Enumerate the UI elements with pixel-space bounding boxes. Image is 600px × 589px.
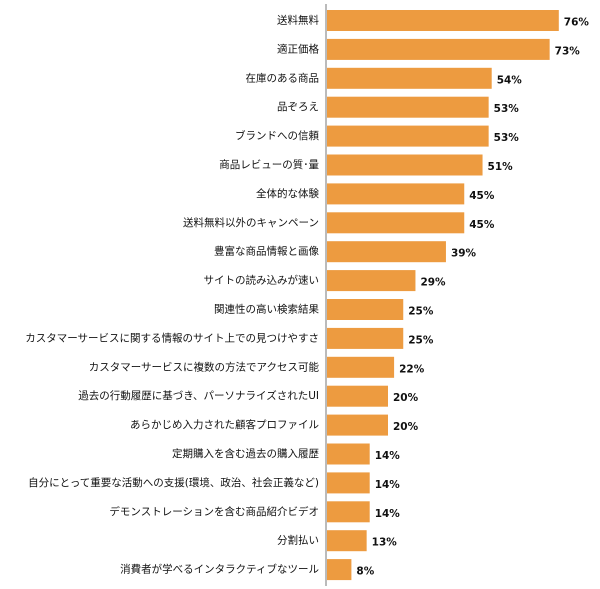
category-label: 定期購入を含む過去の購入履歴 [172,447,319,460]
category-label: 消費者が学べるインタラクティブなツール [120,563,319,576]
category-label: 商品レビューの質･量 [219,158,319,171]
category-label: 品ぞろえ [277,101,319,113]
bar [327,472,370,494]
value-label: 29% [420,277,446,289]
value-label: 8% [356,566,374,578]
category-label: 豊富な商品情報と画像 [214,245,319,258]
bar [327,154,483,176]
category-label: あらかじめ入力された顧客プロファイル [130,418,319,431]
value-labels-group: 76% 73% 54% 53% 53% 51% 45% 45% 39% 29% 25% 25% 22% 2… [356,17,589,578]
category-label: 関連性の高い検索結果 [214,303,319,316]
category-label: カスタマーサービスに複数の方法でアクセス可能 [89,360,320,373]
bar [327,385,388,407]
value-label: 54% [497,74,523,86]
category-label: 全体的な体験 [256,187,319,200]
bar [327,67,492,89]
category-label: サイトの読み込みが速い [204,274,320,287]
bar [327,270,416,292]
bar [327,356,395,378]
category-label: 在庫のある商品 [246,71,320,84]
bar [327,125,489,147]
bar [327,559,352,581]
category-label: 分割払い [277,534,319,547]
bar [327,299,404,320]
bar [327,501,370,523]
bar [327,38,550,60]
bar [327,327,404,349]
value-label: 76% [564,17,590,29]
category-label: 自分にとって重要な活動への支援(環境、政治、社会正義など) [28,476,319,489]
bar [327,530,367,552]
bar [327,183,465,205]
bar [327,96,489,118]
category-label: 送料無料 [277,14,319,27]
category-label: カスタマーサービスに関する情報のサイト上での見つけやすさ [25,331,319,344]
value-label: 45% [469,190,495,202]
value-label: 39% [451,248,477,260]
bar [327,241,446,263]
bar [327,10,559,31]
value-label: 25% [408,306,434,318]
value-label: 14% [375,450,401,462]
bar [327,414,388,436]
category-label: デモンストレーションを含む商品紹介ビデオ [109,505,319,518]
value-label: 45% [469,219,495,231]
value-label: 14% [375,479,401,491]
bar [327,443,370,465]
category-label: 過去の行動履歴に基づき、パーソナライズされたUI [78,389,319,402]
value-label: 20% [393,392,419,404]
value-label: 51% [488,161,514,173]
bars-group [327,10,559,581]
category-label: 適正価格 [277,42,319,55]
value-label: 25% [408,334,434,346]
value-label: 73% [555,45,581,57]
category-label: ブランドへの信頼 [235,129,319,142]
value-label: 20% [393,421,419,433]
bar [327,212,465,234]
category-label: 送料無料以外のキャンペーン [183,216,319,229]
value-label: 14% [375,508,401,520]
value-label: 53% [494,132,520,144]
value-label: 53% [494,103,520,115]
category-labels-group: 送料無料適正価格在庫のある商品品ぞろえブランドへの信頼商品レビューの質･量全体的… [25,14,319,576]
value-label: 22% [399,363,425,375]
value-label: 13% [372,537,398,549]
